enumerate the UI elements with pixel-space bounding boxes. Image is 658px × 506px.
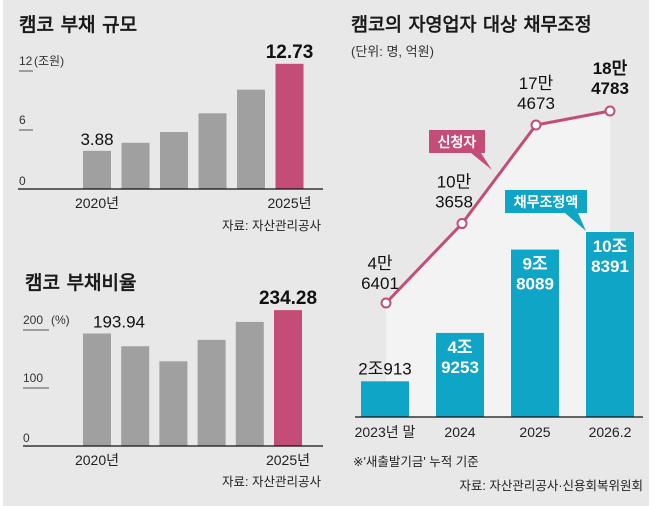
applicants-value-label: 17만 — [519, 74, 554, 93]
infographic-canvas: 캠코 부채 규모 (조원) 0 6 12 3.88 12.73 2020년 2025년 … — [3, 0, 649, 506]
x-tick-label: 2024 — [444, 424, 475, 440]
applicants-point-2023년 말 — [380, 297, 392, 309]
debt-size-title: 캠코 부채 규모 — [19, 14, 137, 36]
applicants-value-label: 18만 — [593, 59, 628, 78]
bar-2022 — [160, 131, 188, 189]
x-tick-label: 2023년 말 — [355, 424, 416, 440]
x-tick-label: 2020년 — [75, 452, 119, 468]
value-label: 234.28 — [259, 288, 317, 309]
bar-2020 — [83, 333, 111, 446]
x-tick-label: 2025 — [519, 424, 550, 440]
adjustment-bar-2026.2 — [586, 232, 634, 417]
y-tick-label: 200 — [23, 313, 43, 327]
x-tick-label: 2026.2 — [589, 424, 632, 440]
bar-2025 — [274, 310, 302, 446]
applicants-callout: 신청자 — [429, 130, 492, 170]
value-label: 193.94 — [93, 313, 145, 332]
y-tick-label: 0 — [23, 431, 30, 445]
debt-ratio-title: 캠코 부채비율 — [25, 272, 137, 294]
bar-2023 — [198, 113, 227, 189]
applicants-point-2024 — [456, 218, 468, 230]
applicants-value-label: 6401 — [361, 274, 399, 293]
y-tick-label: 0 — [19, 174, 26, 188]
x-tick-label: 2025년 — [266, 452, 310, 468]
y-tick-label: 6 — [19, 113, 26, 127]
adjustment-bar-2025 — [511, 249, 559, 417]
debt-ratio-chart: 캠코 부채비율 (%) 0 100 200 193.94 234.28 2020년 20… — [23, 272, 323, 489]
debt-adjustment-chart: 캠코의 자영업자 대상 채무조정 (단위: 명, 억원) 2조913 4조9253… — [351, 14, 643, 493]
x-tick-label: 2025년 — [267, 195, 311, 211]
bar-2023 — [197, 339, 226, 446]
adjustment-amount-callout-label: 채무조정액 — [514, 194, 578, 210]
adjustment-value-label: 2조913 — [358, 359, 411, 378]
applicants-line — [384, 109, 611, 305]
debt-adjustment-title: 캠코의 자영업자 대상 채무조정 — [351, 14, 592, 36]
debt-adjustment-subtitle: (단위: 명, 억원) — [351, 44, 434, 59]
y-tick-label: 100 — [23, 371, 43, 385]
x-tick-label: 2020년 — [75, 195, 119, 211]
applicants-value-label: 10만 — [437, 173, 472, 192]
debt-ratio-source: 자료: 자산관리공사 — [222, 475, 321, 489]
debt-size-source: 자료: 자산관리공사 — [222, 219, 321, 233]
applicants-area-fill — [386, 111, 610, 417]
bar-2022 — [159, 361, 188, 446]
value-label: 3.88 — [80, 130, 113, 149]
applicants-point-2025 — [530, 119, 542, 131]
debt-adjustment-footnote: ※'새출발기금' 누적 기준 — [353, 455, 479, 469]
adjustment-value-label: 9조 — [522, 255, 547, 274]
applicants-callout-label: 신청자 — [438, 134, 477, 150]
adjustment-value-label: 10조 — [593, 237, 628, 256]
adjustment-value-label: 4조 — [447, 338, 472, 357]
adjustment-bar-2024 — [436, 332, 484, 417]
value-label: 12.73 — [266, 42, 314, 63]
bar-2025 — [275, 63, 304, 189]
applicants-point-2026.2 — [604, 105, 616, 117]
adjustment-amount-callout: 채무조정액 — [505, 190, 587, 231]
adjustment-bar-2023년 말 — [361, 381, 409, 417]
applicants-callout-box — [429, 130, 492, 170]
bar-2021 — [121, 142, 150, 189]
adjustment-value-label: 9253 — [441, 358, 479, 377]
bar-2024 — [237, 89, 265, 189]
bar-2020 — [83, 150, 111, 189]
y-tick-label: 12 — [19, 54, 33, 68]
adjustment-amount-callout-box — [505, 190, 587, 231]
applicants-value-label: 3658 — [435, 193, 473, 212]
debt-size-unit-label: (조원) — [34, 54, 64, 68]
debt-ratio-unit-label: (%) — [51, 313, 70, 327]
debt-adjustment-source: 자료: 자산관리공사·신용회복위원회 — [459, 479, 643, 493]
adjustment-value-label: 8391 — [591, 257, 629, 276]
adjustment-value-label: 8089 — [516, 275, 554, 294]
bar-2024 — [235, 321, 264, 446]
applicants-value-label: 4783 — [591, 79, 629, 98]
bar-2021 — [121, 346, 150, 446]
applicants-value-label: 4673 — [517, 94, 555, 113]
applicants-value-label: 4만 — [367, 254, 392, 273]
